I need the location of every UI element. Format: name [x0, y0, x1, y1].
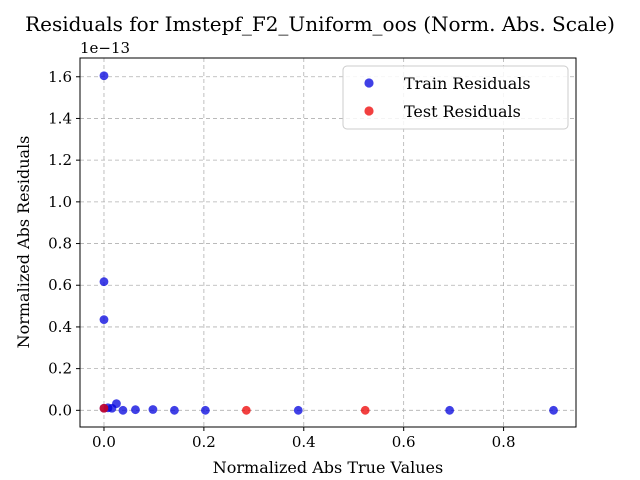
plot-frame [79, 57, 577, 428]
data-points [99, 71, 558, 415]
legend-marker-test [364, 106, 374, 116]
test-residual-point [360, 405, 370, 415]
train-residual-point [148, 405, 158, 414]
y-axis-title: Normalized Abs Residuals [14, 136, 33, 349]
legend-box [342, 65, 569, 130]
y-tick-label: 1.0 [48, 193, 72, 211]
x-tick-label: 0.4 [292, 433, 316, 451]
train-residual-point [293, 405, 303, 415]
y-axis-ticks: 0.0 0.2 0.4 0.6 0.8 1.0 1.2 1.4 1.6 [48, 68, 80, 419]
legend: Train Residuals Test Residuals [342, 65, 569, 130]
y-tick-label: 0.2 [48, 360, 72, 378]
legend-marker-train [364, 78, 374, 88]
y-tick-label: 0.8 [48, 235, 72, 253]
train-residual-point [200, 405, 210, 415]
y-tick-label: 0.0 [48, 401, 72, 419]
y-tick-label: 1.4 [48, 109, 72, 127]
train-residual-point [445, 405, 455, 415]
train-residual-point [131, 405, 140, 415]
y-offset-label: 1e−13 [80, 39, 130, 57]
y-tick-label: 1.6 [48, 68, 72, 86]
x-tick-label: 0.0 [92, 433, 116, 451]
grid [80, 58, 576, 427]
chart-title: Residuals for Imstepf_F2_Uniform_oos (No… [25, 12, 615, 36]
x-axis-title: Normalized Abs True Values [213, 458, 443, 477]
legend-label-test: Test Residuals [404, 102, 521, 121]
x-tick-label: 0.2 [192, 433, 216, 451]
test-residual-point [241, 405, 251, 415]
y-tick-label: 1.2 [48, 151, 72, 169]
legend-label-train: Train Residuals [404, 74, 531, 93]
y-tick-label: 0.4 [48, 318, 72, 336]
x-tick-label: 0.8 [492, 433, 516, 451]
train-residual-point [112, 399, 121, 409]
train-residual-point [99, 277, 109, 287]
train-residual-point [99, 315, 109, 325]
test-residual-point [99, 403, 109, 413]
train-residual-point [170, 405, 179, 415]
train-residual-point [99, 71, 109, 81]
train-residual-point [118, 405, 128, 415]
x-tick-label: 0.6 [392, 433, 416, 451]
y-tick-label: 0.6 [48, 276, 72, 294]
train-residual-point [549, 405, 558, 415]
x-axis-ticks: 0.0 0.2 0.4 0.6 0.8 [92, 427, 516, 451]
